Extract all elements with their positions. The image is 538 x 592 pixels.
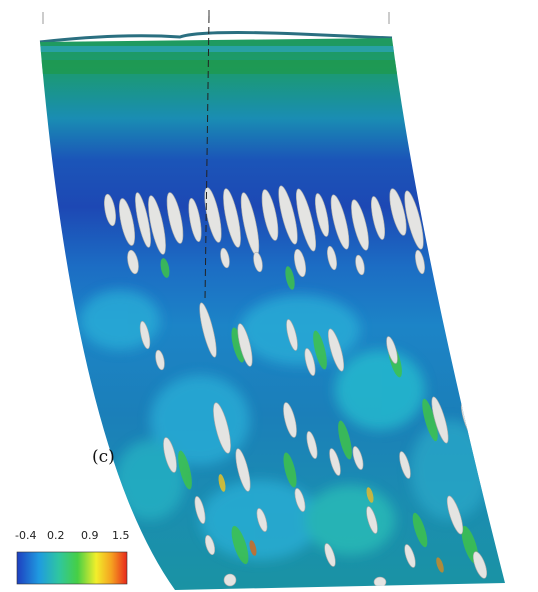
colorbar-tick: 0.2 — [47, 529, 65, 542]
colorbar-tick: 0.9 — [81, 529, 99, 542]
colorbar-tick: 1.5 — [112, 529, 130, 542]
colorbar — [16, 551, 128, 585]
reference-line — [204, 15, 210, 301]
colorbar-ticks: -0.4 0.2 0.9 1.5 — [15, 529, 145, 543]
blade-edge — [39, 31, 393, 44]
colorbar-tick: -0.4 — [15, 529, 37, 542]
panel-label: (c) — [92, 447, 115, 467]
